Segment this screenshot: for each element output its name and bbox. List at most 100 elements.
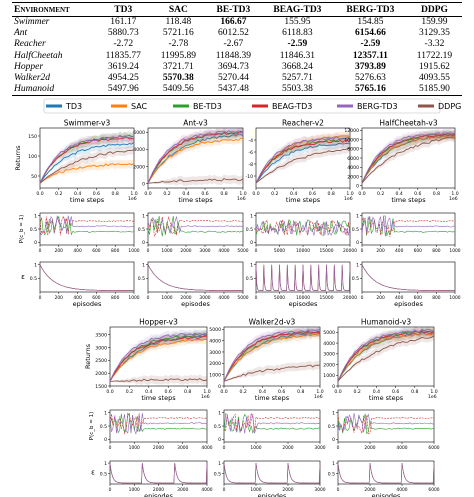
x-tick-label: 0.8	[220, 191, 227, 197]
x-axis-label: time steps	[70, 196, 105, 204]
row-env-name: Reacher	[14, 39, 46, 50]
x-tick-label: 4000	[218, 295, 229, 301]
x-tick-label: 3000	[177, 487, 188, 493]
x-scale-label: 1e6	[128, 196, 137, 202]
x-tick-label: 2000	[180, 248, 191, 254]
series-line-berg-td3	[109, 332, 208, 382]
y-tick-label: 0	[356, 183, 359, 189]
series-line-beag-td3	[255, 139, 351, 184]
x-tick-label: 0.4	[74, 191, 81, 197]
epsilon-line	[255, 264, 351, 291]
x-tick-label: 0	[337, 487, 340, 493]
x-tick-label: 0	[39, 295, 42, 301]
legend-entry-ddpg: DDPG	[418, 102, 461, 111]
panel-title: Reacher-v2	[282, 119, 324, 128]
x-tick-label: 0	[147, 295, 150, 301]
table-row: Hopper 3619.24 3721.71 3694.73 3668.24 3793.8…	[12, 62, 462, 73]
epsilon-panel-humanoid: 0.5 1 0 2000 4000 6000 episodes	[328, 460, 440, 497]
series-band-sac	[40, 159, 134, 184]
series-line-berg-td3	[361, 132, 456, 184]
x-tick-label: 0.2	[55, 191, 62, 197]
prob-panel-humanoid: 0 0.5 1 0 2000 4000 6000	[328, 409, 440, 451]
y-axis-label: ε	[91, 469, 95, 477]
series-band-ddpg	[256, 143, 350, 184]
series-line-sac	[361, 134, 456, 184]
x-tick-label: 0	[361, 248, 364, 254]
y-tick-label: 0.5	[214, 424, 221, 430]
series-line-td3	[109, 334, 208, 382]
x-tick-label: 0	[147, 248, 150, 254]
x-scale-label: 1e6	[237, 196, 246, 202]
x-tick-label: 6000	[428, 487, 439, 493]
x-tick-label: 0.6	[201, 191, 208, 197]
y-tick-label: 2000	[323, 362, 335, 368]
x-tick-label: 800	[432, 248, 441, 254]
x-tick-label: 0.4	[145, 389, 152, 395]
table-cell: 3793.89	[354, 61, 386, 72]
table-cell: 6118.83	[282, 28, 313, 39]
y-tick-label: 5000	[209, 327, 221, 333]
x-tick-label: 1000	[250, 445, 261, 451]
x-tick-label: 15000	[320, 248, 334, 254]
panel-title: Humanoid-v3	[361, 318, 411, 327]
x-axis-label: episodes	[181, 300, 210, 308]
y-tick-label: 0.5	[328, 471, 335, 477]
y-tick-label: 12000	[344, 128, 359, 134]
x-tick-label: 3000	[177, 445, 188, 451]
prob-line-berg-td3	[255, 219, 351, 236]
x-tick-label: 0.6	[93, 191, 100, 197]
y-tick-label: 0.5	[352, 227, 359, 233]
x-tick-label: 0	[109, 445, 112, 451]
series-line-berg-td3	[147, 130, 244, 184]
row-env-name: Ant	[14, 28, 28, 39]
x-tick-label: 0.2	[163, 191, 170, 197]
y-tick-label: 0	[218, 384, 221, 390]
table-cell: -2.78	[168, 39, 189, 50]
series-line-beag-td3	[147, 131, 244, 184]
legend-entry-td3: TD3	[46, 102, 82, 111]
x-tick-label: 0.0	[220, 389, 227, 395]
x-tick-label: 3000	[199, 295, 210, 301]
x-tick-label: 400	[73, 295, 82, 301]
plot-area	[361, 261, 456, 293]
x-tick-label: 0.2	[126, 389, 133, 395]
legend-label: BEAG-TD3	[272, 102, 312, 111]
y-tick-label: 0	[34, 240, 37, 246]
y-tick-label: 2000	[209, 361, 221, 367]
y-tick-label: 2000	[347, 174, 359, 180]
table-cell: 4954.25	[107, 73, 139, 84]
y-tick-label: 0.5	[246, 276, 253, 282]
legend-label: DDPG	[438, 102, 461, 111]
series-line-ddpg	[39, 149, 135, 184]
x-tick-label: 1.0	[316, 389, 323, 395]
row-env-name: HalfCheetah	[14, 50, 63, 61]
y-tick-label: 4000	[133, 147, 145, 153]
x-tick-label: 0	[223, 487, 226, 493]
x-tick-label: 800	[111, 248, 120, 254]
plot-area	[39, 261, 135, 293]
series-line-sac	[147, 137, 244, 184]
x-tick-label: 4000	[218, 248, 229, 254]
x-tick-label: 1.0	[451, 191, 458, 197]
x-tick-label: 1000	[161, 248, 172, 254]
x-tick-label: 0.2	[354, 389, 361, 395]
x-scale-label: 1e6	[344, 196, 353, 202]
y-tick-label: 8000	[347, 147, 359, 153]
series-line-ddpg	[110, 377, 208, 382]
prob-panel-swimmer: 0 0.5 1 0 200 400 600 800 1000 P(c_b = 1)	[19, 212, 140, 254]
table-cell: 161.17	[110, 17, 137, 28]
y-tick-label: 1	[34, 263, 37, 269]
y-tick-label: 1	[332, 461, 335, 467]
epsilon-line	[223, 463, 321, 484]
table-cell: 155.95	[284, 17, 311, 28]
col-header-be-td3: BE-TD3	[205, 2, 261, 17]
x-tick-label: 5000	[237, 295, 248, 301]
y-tick-label: 6000	[347, 156, 359, 162]
y-tick-label: 1	[104, 410, 107, 416]
row-env-name: Walker2d	[14, 73, 51, 84]
table-cell: 5570.38	[162, 73, 194, 84]
x-tick-label: 200	[55, 295, 64, 301]
y-tick-label: 2000	[133, 164, 145, 170]
x-scale-label: 1e6	[428, 394, 437, 400]
